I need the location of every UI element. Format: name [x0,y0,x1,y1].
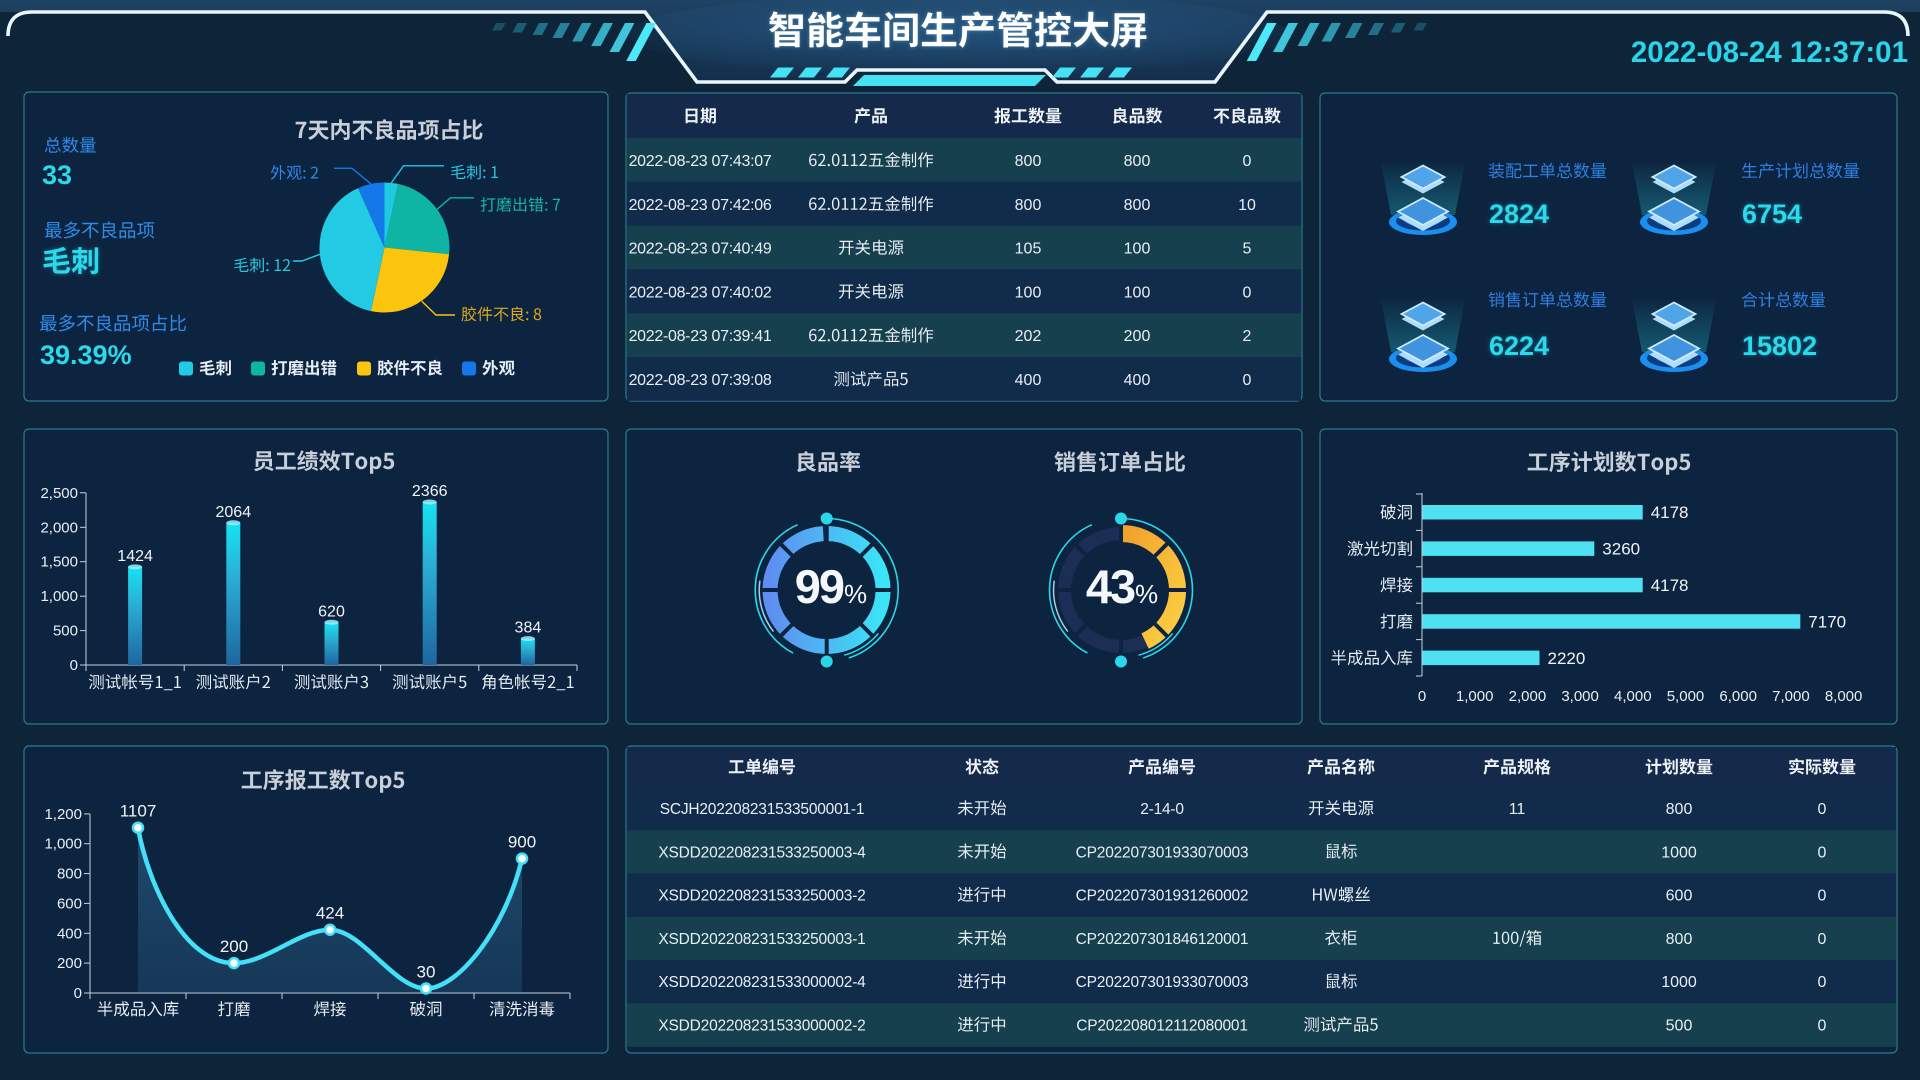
svg-text:5: 5 [1243,241,1252,258]
svg-text:4178: 4178 [1651,576,1689,595]
svg-text:100: 100 [1015,284,1042,301]
svg-text:3260: 3260 [1602,540,1640,559]
svg-text:1000: 1000 [1661,844,1697,861]
svg-text:384: 384 [515,620,542,637]
svg-text:2366: 2366 [412,483,448,500]
svg-text:2022-08-23 07:39:08: 2022-08-23 07:39:08 [629,372,772,389]
svg-text:600: 600 [57,895,82,912]
svg-text:2-14-0: 2-14-0 [1140,801,1184,818]
svg-text:XSDD202208231533250003-4: XSDD202208231533250003-4 [658,844,866,861]
svg-text:400: 400 [57,925,82,942]
svg-text:7,000: 7,000 [1772,688,1810,705]
svg-text:0: 0 [1818,888,1827,905]
svg-text:2064: 2064 [216,504,252,521]
svg-text:0: 0 [1818,1018,1827,1035]
svg-text:1,500: 1,500 [40,554,78,571]
svg-text:0: 0 [1818,844,1827,861]
svg-text:XSDD202208231533000002-2: XSDD202208231533000002-2 [658,1018,865,1035]
svg-text:30: 30 [417,963,436,982]
svg-text:XSDD202208231533250003-2: XSDD202208231533250003-2 [658,888,865,905]
svg-text:1,000: 1,000 [44,836,82,853]
svg-text:2022-08-24 12:37:01: 2022-08-24 12:37:01 [1631,36,1908,69]
svg-text:900: 900 [508,833,536,852]
svg-text:15802: 15802 [1742,331,1817,361]
svg-text:%: % [1135,579,1158,609]
svg-text:0: 0 [1243,372,1252,389]
svg-text:CP202207301931260002: CP202207301931260002 [1076,888,1249,905]
svg-text:800: 800 [1124,153,1151,170]
svg-text:XSDD202208231533000002-4: XSDD202208231533000002-4 [658,974,866,991]
svg-text:2824: 2824 [1489,199,1549,229]
svg-text:2: 2 [1243,328,1252,345]
svg-text:1,200: 1,200 [44,806,82,823]
svg-text:100: 100 [1124,241,1151,258]
svg-text:200: 200 [57,955,82,972]
svg-text:202: 202 [1015,328,1042,345]
svg-text:0: 0 [1243,153,1252,170]
svg-text:800: 800 [57,866,82,883]
svg-text:800: 800 [1015,197,1042,214]
svg-text:2,500: 2,500 [40,485,78,502]
svg-text:0: 0 [1818,801,1827,818]
svg-text:2022-08-23 07:42:06: 2022-08-23 07:42:06 [629,197,772,214]
svg-text:XSDD202208231533250003-1: XSDD202208231533250003-1 [658,931,865,948]
svg-text:10: 10 [1238,197,1256,214]
svg-text:0: 0 [74,985,82,1002]
svg-text:1000: 1000 [1661,974,1697,991]
svg-text:1107: 1107 [120,802,157,821]
svg-text:1,000: 1,000 [40,588,78,605]
svg-text:424: 424 [316,904,344,923]
svg-text:0: 0 [1818,931,1827,948]
svg-text:43: 43 [1086,560,1135,613]
svg-text:99: 99 [795,560,844,613]
svg-text:200: 200 [220,937,248,956]
svg-text:6224: 6224 [1489,331,1549,361]
svg-text:500: 500 [1666,1018,1693,1035]
svg-text:1424: 1424 [117,548,153,565]
svg-text:2022-08-23 07:43:07: 2022-08-23 07:43:07 [629,153,772,170]
svg-text:CP202207301933070003: CP202207301933070003 [1076,844,1249,861]
svg-text:400: 400 [1015,372,1042,389]
svg-text:800: 800 [1666,801,1693,818]
svg-text:2,000: 2,000 [40,519,78,536]
svg-text:3,000: 3,000 [1561,688,1599,705]
svg-text:6,000: 6,000 [1719,688,1757,705]
svg-text:2022-08-23 07:40:49: 2022-08-23 07:40:49 [629,241,772,258]
svg-text:500: 500 [53,623,78,640]
svg-text:39.39%: 39.39% [40,340,132,370]
svg-text:2220: 2220 [1548,649,1586,668]
svg-text:CP202207301933070003: CP202207301933070003 [1076,974,1249,991]
svg-text:600: 600 [1666,888,1693,905]
svg-text:0: 0 [70,657,78,674]
svg-text:200: 200 [1124,328,1151,345]
svg-text:6754: 6754 [1742,199,1802,229]
svg-text:%: % [844,579,867,609]
svg-text:CP202208012112080001: CP202208012112080001 [1076,1018,1248,1035]
svg-text:5,000: 5,000 [1667,688,1705,705]
svg-text:0: 0 [1418,688,1426,705]
svg-text:CP202207301846120001: CP202207301846120001 [1076,931,1249,948]
svg-text:2,000: 2,000 [1509,688,1547,705]
svg-text:105: 105 [1015,241,1042,258]
svg-text:800: 800 [1124,197,1151,214]
svg-text:7170: 7170 [1808,612,1846,631]
svg-text:2022-08-23 07:40:02: 2022-08-23 07:40:02 [629,284,772,301]
svg-text:100: 100 [1124,284,1151,301]
svg-text:800: 800 [1666,931,1693,948]
svg-text:4178: 4178 [1651,503,1689,522]
svg-text:1,000: 1,000 [1456,688,1494,705]
svg-text:8,000: 8,000 [1825,688,1863,705]
svg-text:33: 33 [42,160,72,190]
svg-text:0: 0 [1243,284,1252,301]
svg-text:2022-08-23 07:39:41: 2022-08-23 07:39:41 [629,328,772,345]
svg-text:4,000: 4,000 [1614,688,1652,705]
svg-text:620: 620 [318,603,345,620]
svg-text:0: 0 [1818,974,1827,991]
svg-text:800: 800 [1015,153,1042,170]
svg-text:SCJH202208231533500001-1: SCJH202208231533500001-1 [660,801,865,818]
svg-text:11: 11 [1509,801,1526,818]
svg-text:400: 400 [1124,372,1151,389]
